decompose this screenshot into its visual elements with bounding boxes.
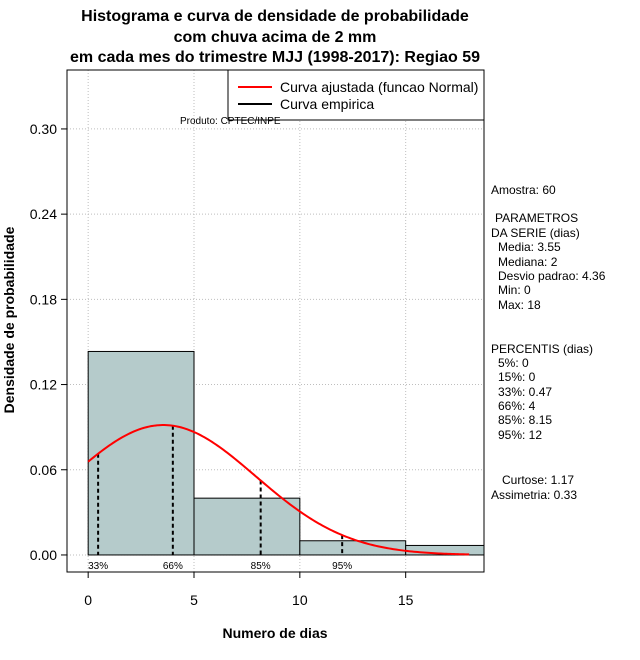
percentile-labels: 33% 66% 85% 95% xyxy=(88,561,352,572)
histogram-bar-1 xyxy=(193,497,301,556)
stat-p15: 15%: 0 xyxy=(498,370,536,384)
percentile-label-2: 85% xyxy=(251,561,271,572)
histogram-bars xyxy=(87,350,485,556)
chart-title-line-3: em cada mes do trimestre MJJ (1998-2017)… xyxy=(70,49,480,66)
percentile-label-1: 66% xyxy=(163,561,183,572)
percentile-label-0: 33% xyxy=(88,561,108,572)
x-axis-label: Numero de dias xyxy=(222,625,327,641)
stat-curtose: Curtose: 1.17 xyxy=(502,473,575,487)
x-tick-label-1: 5 xyxy=(190,592,198,608)
y-tick-label-5: 0.30 xyxy=(30,121,57,137)
stat-desvio: Desvio padrao: 4.36 xyxy=(498,269,606,283)
stat-assimetria: Assimetria: 0.33 xyxy=(491,488,578,502)
y-tick-label-0: 0.00 xyxy=(30,547,57,563)
stat-amostra: Amostra: 60 xyxy=(491,183,556,197)
credit-text: Produto: CPTEC/INPE xyxy=(180,116,281,127)
stat-param-header-1: PARAMETROS xyxy=(495,211,579,225)
y-tick-label-3: 0.18 xyxy=(30,291,57,307)
y-tick-label-1: 0.06 xyxy=(30,462,57,478)
stat-param-header-2: DA SERIE (dias) xyxy=(491,226,580,240)
stat-media: Media: 3.55 xyxy=(498,240,561,254)
chart-title-line-1: Histograma e curva de densidade de proba… xyxy=(81,8,469,25)
chart-title-line-2: com chuva acima de 2 mm xyxy=(174,29,377,46)
y-tick-label-2: 0.12 xyxy=(30,377,57,393)
stat-max: Max: 18 xyxy=(498,298,541,312)
x-axis: 0 5 10 15 xyxy=(84,572,414,608)
percentile-label-3: 95% xyxy=(332,561,352,572)
normal-fit-curve xyxy=(87,424,470,556)
y-tick-label-4: 0.24 xyxy=(30,206,57,222)
y-axis: 0.00 0.06 0.12 0.18 0.24 0.30 xyxy=(30,121,67,563)
legend: Curva ajustada (funcao Normal) Curva emp… xyxy=(227,69,485,121)
stat-percentis-header: PERCENTIS (dias) xyxy=(491,342,594,356)
legend-label-empirical: Curva empirica xyxy=(280,96,374,112)
legend-label-fit: Curva ajustada (funcao Normal) xyxy=(280,79,478,95)
x-tick-label-2: 10 xyxy=(292,592,308,608)
histogram-bar-0 xyxy=(87,350,195,556)
stat-p5: 5%: 0 xyxy=(498,356,529,370)
x-tick-label-0: 0 xyxy=(84,592,92,608)
x-tick-label-3: 15 xyxy=(398,592,414,608)
stat-mediana: Mediana: 2 xyxy=(498,255,558,269)
stat-p66: 66%: 4 xyxy=(498,399,536,413)
legend-box xyxy=(227,69,485,121)
y-axis-label: Densidade de probabilidade xyxy=(1,226,17,413)
stat-min: Min: 0 xyxy=(498,283,531,297)
stat-p33: 33%: 0.47 xyxy=(498,385,553,399)
stat-p95: 95%: 12 xyxy=(498,428,543,442)
stat-p85: 85%: 8.15 xyxy=(498,413,553,427)
percentile-lines xyxy=(97,425,344,555)
